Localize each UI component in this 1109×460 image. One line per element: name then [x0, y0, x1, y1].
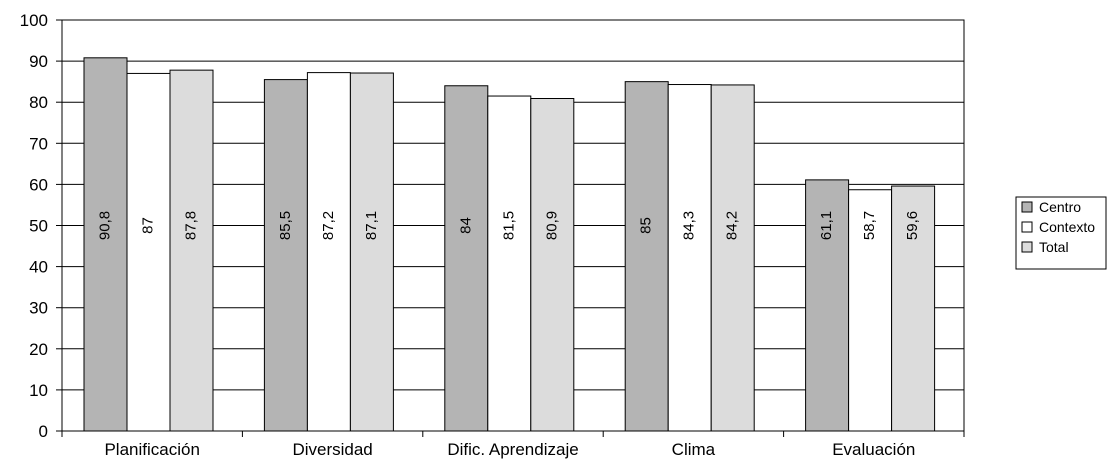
y-tick-label: 50 — [29, 217, 48, 236]
bar-contexto-1 — [306, 72, 351, 432]
bar-centro-1 — [263, 79, 308, 432]
bar-centro-4 — [805, 179, 850, 432]
data-label: 87,1 — [363, 211, 380, 240]
bar-contexto-2 — [487, 95, 532, 432]
bar-total-4 — [891, 185, 936, 432]
data-label: 84,3 — [681, 211, 698, 240]
legend: Centro Contexto Total — [1015, 196, 1107, 270]
data-label: 84 — [457, 217, 474, 234]
bar-total-3 — [710, 84, 755, 432]
bar-centro-2 — [444, 85, 489, 432]
bar-total-1 — [349, 72, 394, 432]
data-label: 85 — [638, 217, 655, 234]
bar-contexto-0 — [126, 72, 171, 432]
x-category-label: Clima — [672, 440, 716, 459]
y-tick-label: 90 — [29, 52, 48, 71]
legend-label: Contexto — [1039, 219, 1095, 235]
y-tick-label: 70 — [29, 134, 48, 153]
y-tick-label: 60 — [29, 175, 48, 194]
y-tick-label: 10 — [29, 381, 48, 400]
bar-total-0 — [169, 69, 214, 432]
x-category-label: Planificación — [104, 440, 199, 459]
axes: 0 10 20 30 40 50 60 70 80 90 100 Planificación Diver… — [20, 11, 965, 459]
data-label: 87 — [139, 217, 156, 234]
legend-swatch — [1021, 201, 1033, 213]
data-label: 58,7 — [861, 211, 878, 240]
y-tick-label: 100 — [20, 11, 48, 30]
data-label: 61,1 — [818, 211, 835, 240]
y-tick-label: 80 — [29, 93, 48, 112]
data-label: 85,5 — [277, 211, 294, 240]
y-tick-label: 20 — [29, 340, 48, 359]
y-tick-label: 0 — [39, 422, 48, 441]
data-label: 84,2 — [724, 211, 741, 240]
y-tick-label: 30 — [29, 299, 48, 318]
bar-centro-0 — [83, 57, 128, 432]
legend-swatch — [1021, 241, 1033, 253]
bar-contexto-3 — [667, 84, 712, 432]
data-label: 81,5 — [500, 211, 517, 240]
bar-contexto-4 — [848, 189, 893, 432]
data-label: 80,9 — [543, 211, 560, 240]
data-label: 87,8 — [182, 211, 199, 240]
legend-label: Total — [1039, 239, 1069, 255]
y-tick-label: 40 — [29, 258, 48, 277]
bar-total-2 — [530, 98, 575, 432]
x-category-label: Diversidad — [292, 440, 372, 459]
data-label: 87,2 — [320, 211, 337, 240]
legend-swatch — [1021, 221, 1033, 233]
data-label: 90,8 — [96, 211, 113, 240]
legend-label: Centro — [1039, 199, 1081, 215]
data-label: 59,6 — [904, 211, 921, 240]
x-category-label: Dific. Aprendizaje — [447, 440, 578, 459]
data-labels: 90,8 87 87,8 85,5 87,2 87,1 84 81,5 80,9 85 84,3 84… — [96, 211, 921, 240]
bar-centro-3 — [624, 81, 669, 432]
x-category-label: Evaluación — [832, 440, 915, 459]
